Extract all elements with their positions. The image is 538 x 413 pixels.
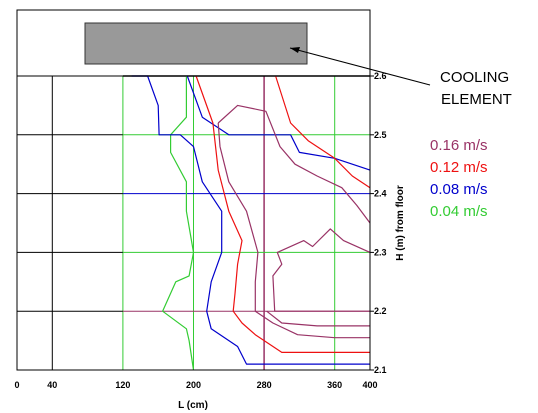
annotation-arrow-head	[290, 47, 300, 53]
x-tick-label: 120	[115, 380, 130, 390]
y-axis-ticks: 2.1 2.2 2.3 2.4 2.5 2.6	[370, 71, 387, 375]
y-tick-label: 2.1	[374, 365, 387, 375]
contour-line-0	[162, 76, 195, 371]
legend-entry: 0.12 m/s	[430, 159, 488, 176]
x-tick-label: 40	[47, 380, 57, 390]
contour-line-3	[195, 75, 370, 353]
contour-line-7	[272, 228, 371, 312]
y-tick-label: 2.6	[374, 71, 387, 81]
velocity-contours	[131, 75, 371, 371]
y-tick-label: 2.5	[374, 130, 387, 140]
x-axis-title: L (cm)	[178, 400, 208, 411]
annotation-line-1: COOLING	[440, 69, 509, 86]
annotation-line-2: ELEMENT	[441, 91, 512, 108]
legend-entry: 0.08 m/s	[430, 181, 488, 198]
x-tick-label: 0	[14, 380, 19, 390]
cooling-element	[84, 22, 308, 65]
legend-entry: 0.16 m/s	[430, 137, 488, 154]
contour-line-4	[275, 75, 371, 189]
y-tick-label: 2.2	[374, 306, 387, 316]
x-axis-ticks: 0 40 120 200 280 360 400	[14, 380, 377, 390]
contour-line-2	[186, 75, 371, 171]
x-tick-label: 200	[186, 380, 201, 390]
contour-line-8	[266, 310, 370, 327]
legend-entry: 0.04 m/s	[430, 203, 488, 220]
legend: 0.16 m/s 0.12 m/s 0.08 m/s 0.04 m/s	[430, 137, 488, 220]
y-tick-label: 2.4	[374, 189, 387, 199]
annotation-arrow-line	[289, 47, 431, 86]
contour-line-6	[217, 122, 370, 339]
y-axis-title: H (m) from floor	[395, 185, 406, 261]
x-tick-label: 280	[257, 380, 272, 390]
contour-line-5	[217, 104, 371, 224]
y-tick-label: 2.3	[374, 247, 387, 257]
x-tick-label: 400	[362, 380, 377, 390]
plot-area-border	[16, 75, 371, 371]
x-tick-label: 360	[327, 380, 342, 390]
contour-line-1	[131, 75, 370, 365]
